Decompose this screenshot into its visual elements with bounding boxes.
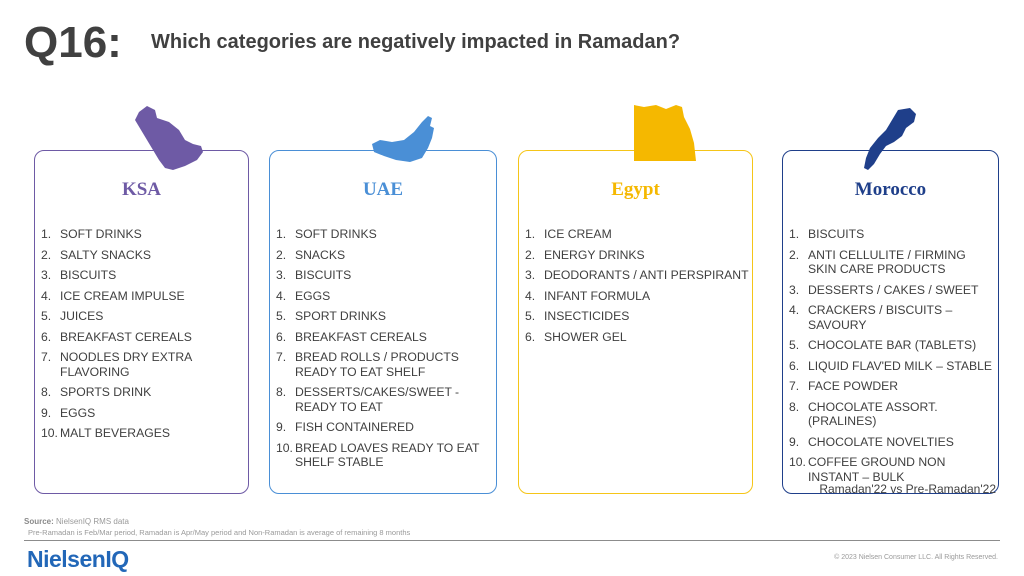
list-item: 2. SALTY SNACKS: [41, 247, 151, 262]
list-item: 4. ICE CREAM IMPULSE: [41, 288, 185, 303]
source-note: Source: NielsenIQ RMS data: [24, 517, 129, 526]
list-item: 10. MALT BEVERAGES: [41, 426, 170, 440]
list-item: 3. BISCUITS: [41, 268, 117, 282]
list-item: 5. JUICES: [41, 309, 104, 323]
list-item: 6. LIQUID FLAV'ED MILK – STABLE: [789, 358, 993, 373]
category-list: 1. BISCUITS 2. ANTI CELLULITE / FIRMING SK…: [789, 227, 992, 490]
list-item: 5. SPORT DRINKS: [276, 309, 386, 323]
list-item: 6. BREAKFAST CEREALS: [276, 329, 427, 344]
market-card-uae: UAE 1. SOFT DRINKS 2. SNACKS 3. BISCUITS 4.…: [269, 150, 497, 494]
market-card-morocco: Morocco 1. BISCUITS 2. ANTI CELLULITE / FI…: [782, 150, 999, 494]
list-item: 5. CHOCOLATE BAR (TABLETS): [789, 338, 977, 352]
category-list: 1. ICE CREAM 2. ENERGY DRINKS 3. DEODORANTS…: [525, 227, 749, 350]
list-item: 4. INFANT FORMULA: [525, 288, 651, 303]
list-item: 9. CHOCOLATE NOVELTIES: [789, 434, 954, 449]
list-item: 6. BREAKFAST CEREALS: [41, 329, 192, 344]
list-item: 1. SOFT DRINKS: [276, 227, 377, 241]
list-item: 6. SHOWER GEL: [525, 329, 627, 344]
list-item: 3. DESSERTS / CAKES / SWEET: [789, 282, 979, 297]
market-card-egypt: Egypt 1. ICE CREAM 2. ENERGY DRINKS 3. DEOD…: [518, 150, 753, 494]
list-item: 7. BREAD ROLLS / PRODUCTS READY TO EAT SH…: [276, 350, 459, 379]
list-item: 9. EGGS: [41, 405, 96, 420]
list-item: 9. FISH CONTAINERED: [276, 420, 414, 434]
market-title: UAE: [362, 179, 404, 200]
market-title: Morocco: [854, 179, 927, 200]
market-title: Egypt: [611, 179, 660, 200]
category-list: 1. SOFT DRINKS 2. SALTY SNACKS 3. BISCUITS …: [41, 227, 210, 447]
list-item: 1. SOFT DRINKS: [41, 227, 142, 241]
nielseniq-logo: NielsenIQ: [27, 546, 129, 572]
list-item: 2. ENERGY DRINKS: [525, 247, 645, 262]
list-item: 10. COFFEE GROUND NON INSTANT – BULK: [789, 455, 946, 484]
list-item: 3. BISCUITS: [276, 268, 352, 282]
list-item: 8. DESSERTS/CAKES/SWEET - READY TO EAT: [276, 385, 460, 414]
list-item: 5. INSECTICIDES: [525, 309, 630, 323]
list-item: 1. ICE CREAM: [525, 227, 612, 241]
list-item: 10. BREAD LOAVES READY TO EAT SHELF STABL…: [276, 440, 480, 470]
morocco-map-icon: [864, 108, 916, 170]
uae-map-icon: [372, 116, 434, 162]
egypt-map-icon: [634, 105, 696, 161]
list-item: 3. DEODORANTS / ANTI PERSPIRANT: [525, 268, 749, 282]
list-item: 2. ANTI CELLULITE / FIRMING SKIN CARE PRO…: [789, 247, 966, 277]
category-list: 1. SOFT DRINKS 2. SNACKS 3. BISCUITS 4. EGGS…: [276, 227, 495, 476]
market-title: KSA: [121, 179, 162, 200]
list-item: 8. CHOCOLATE ASSORT. (PRALINES): [789, 399, 938, 429]
question-number: Q16:: [24, 18, 122, 67]
market-card-ksa: KSA 1. SOFT DRINKS 2. SALTY SNACKS 3. BISCU…: [34, 150, 249, 494]
list-item: 4. EGGS: [276, 288, 331, 303]
footer-divider: [24, 540, 1000, 541]
list-item: 4. CRACKERS / BISCUITS – SAVOURY: [789, 303, 953, 332]
list-item: 8. SPORTS DRINK: [41, 385, 152, 399]
list-item: 7. FACE POWDER: [789, 379, 899, 393]
copyright-text: © 2023 Nielsen Consumer LLC. All Rights …: [834, 554, 998, 561]
question-title: Which categories are negatively impacted…: [151, 31, 681, 53]
list-item: 1. BISCUITS: [789, 227, 865, 241]
saudi-arabia-map-icon: [135, 106, 203, 170]
list-item: 7. NOODLES DRY EXTRA FLAVORING: [41, 350, 192, 379]
period-note: Pre-Ramadan is Feb/Mar period, Ramadan i…: [28, 528, 411, 537]
comparison-note: Ramadan'22 vs Pre-Ramadan'22: [819, 482, 996, 496]
list-item: 2. SNACKS: [276, 247, 346, 262]
